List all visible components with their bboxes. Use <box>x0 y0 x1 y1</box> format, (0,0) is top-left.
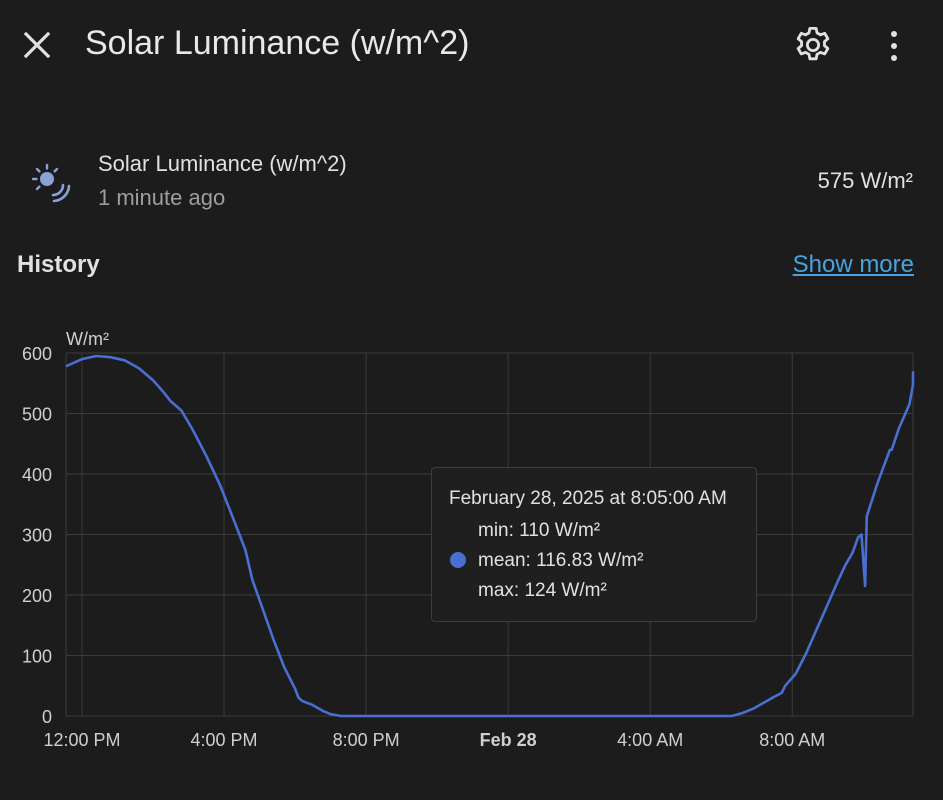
tooltip-mean: mean: 116.83 W/m² <box>478 550 644 571</box>
tooltip-series-dot <box>450 552 466 568</box>
x-tick-label: 4:00 PM <box>191 730 258 750</box>
dialog-title: Solar Luminance (w/m^2) <box>85 24 470 62</box>
tooltip-date: February 28, 2025 at 8:05:00 AM <box>449 488 727 509</box>
y-axis-unit-label: W/m² <box>66 329 109 349</box>
entity-last-changed: 1 minute ago <box>98 185 226 210</box>
more-options-button[interactable] <box>878 26 910 66</box>
chart-tooltip: February 28, 2025 at 8:05:00 AM min: 110… <box>431 467 757 622</box>
x-tick-label: 8:00 PM <box>333 730 400 750</box>
more-vert-icon <box>891 31 897 61</box>
series-line[interactable] <box>65 354 915 718</box>
entity-row[interactable]: Solar Luminance (w/m^2) 1 minute ago 575… <box>0 140 943 220</box>
history-title: History <box>17 251 100 278</box>
x-tick-label: 12:00 PM <box>43 730 120 750</box>
show-more-link[interactable]: Show more <box>792 251 914 278</box>
dialog-header: Solar Luminance (w/m^2) <box>0 0 943 92</box>
settings-button[interactable] <box>792 24 834 66</box>
y-tick-label: 0 <box>42 707 52 727</box>
y-axis-labels: 0 100 200 300 400 500 600 <box>22 344 52 727</box>
y-tick-label: 300 <box>22 526 52 546</box>
x-axis-labels: 12:00 PM 4:00 PM 8:00 PM Feb 28 4:00 AM 8:00 … <box>43 730 825 750</box>
y-tick-label: 500 <box>22 405 52 425</box>
y-tick-label: 400 <box>22 465 52 485</box>
entity-name: Solar Luminance (w/m^2) <box>98 151 347 176</box>
x-tick-label: Feb 28 <box>480 730 537 750</box>
close-button[interactable] <box>18 26 56 64</box>
y-tick-label: 600 <box>22 344 52 364</box>
tooltip-min: min: 110 W/m² <box>478 520 601 541</box>
y-tick-label: 100 <box>22 647 52 667</box>
y-tick-label: 200 <box>22 586 52 606</box>
gear-icon <box>796 26 830 61</box>
entity-state-value: 575 W/m² <box>817 168 913 193</box>
sun-wireless-icon <box>30 162 72 204</box>
history-chart[interactable]: W/m² 0 100 200 300 400 500 600 12:00 PM 4:00 PM… <box>0 318 943 768</box>
close-icon <box>23 31 51 59</box>
tooltip-max: max: 124 W/m² <box>478 580 607 601</box>
x-tick-label: 4:00 AM <box>617 730 683 750</box>
x-tick-label: 8:00 AM <box>759 730 825 750</box>
